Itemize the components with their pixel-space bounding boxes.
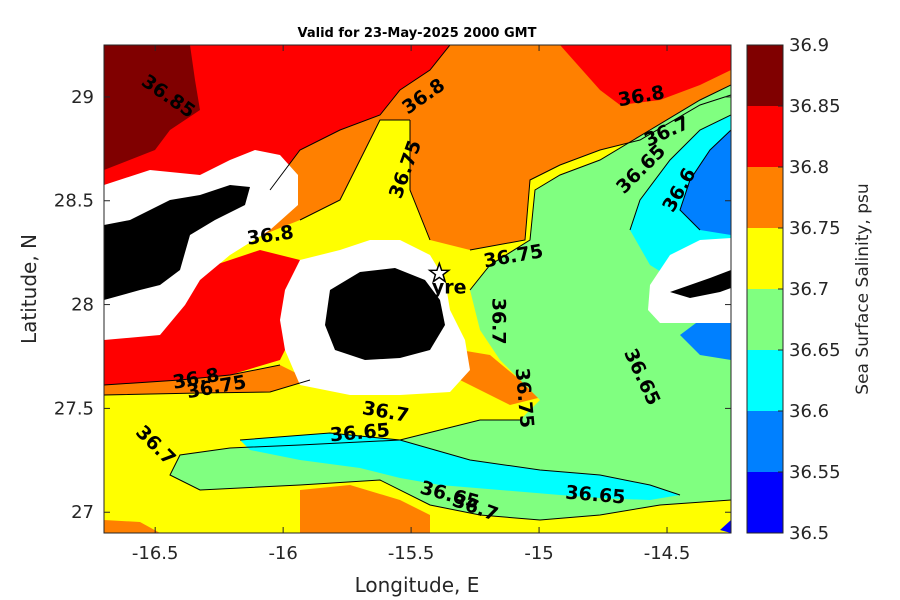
colorbar-segment (747, 472, 783, 533)
colorbar-segment (747, 45, 783, 106)
contour-line (104, 364, 281, 386)
region-36.75-36.8-west (104, 365, 310, 395)
y-tick-label: 28 (71, 295, 94, 316)
colorbar-tick-label: 36.6 (789, 401, 829, 422)
y-tick-label: 28.5 (54, 191, 94, 212)
y-tick-label: 29 (71, 87, 94, 108)
colorbar-segment (747, 350, 783, 411)
y-tick-label: 27.5 (54, 398, 94, 419)
colorbar-segment (747, 167, 783, 228)
colorbar-tick-label: 36.7 (789, 279, 829, 300)
station-label: yre (432, 276, 467, 298)
colorbar: 36.5 36.55 36.6 36.65 36.7 36.75 36.8 36.85 36.9 (746, 35, 841, 544)
chart-title: Valid for 23-May-2025 2000 GMT (298, 26, 537, 41)
y-axis-label: Latitude, N (17, 234, 41, 344)
contour-line (469, 94, 731, 251)
colorbar-tick-label: 36.9 (789, 35, 829, 56)
region-36.75-36.8-tongue (460, 350, 538, 405)
station-star-marker (427, 261, 451, 284)
contour-label: 36.7 (488, 298, 510, 345)
region-36.8-36.85-northeast (560, 45, 731, 105)
region-36.5-36.55-corner (720, 520, 731, 533)
colorbar-tick-label: 36.85 (789, 96, 841, 117)
colorbar-tick-label: 36.65 (789, 340, 841, 361)
y-tick-label: 27 (71, 502, 94, 523)
colorbar-segment (747, 289, 783, 350)
contour-line (299, 119, 410, 221)
contour-label: 36.65 (565, 482, 627, 509)
contour-line (629, 114, 731, 231)
colorbar-tick-label: 36.55 (789, 462, 841, 483)
contour-line (104, 379, 311, 396)
contour-line (409, 120, 431, 241)
x-tick-label: -14.5 (644, 543, 691, 564)
colorbar-segment (747, 106, 783, 167)
x-tick-label: -15.5 (388, 543, 435, 564)
contour-line (469, 84, 731, 291)
markers: yre (427, 261, 467, 298)
region-36.55-36.6-east (680, 130, 731, 235)
x-tick-label: -16.5 (132, 543, 179, 564)
land-mask-tenerife (104, 150, 298, 340)
region-36.65-36.7-east (170, 85, 731, 520)
x-tick-label: -15 (524, 543, 553, 564)
colorbar-tick-label: 36.8 (789, 157, 829, 178)
contour-line (169, 419, 731, 521)
x-axis-label: Longitude, E (355, 573, 480, 597)
land-fuerteventura (670, 270, 731, 298)
colorbar-segment (747, 411, 783, 472)
region-36.75-36.8-southwest (104, 520, 160, 533)
contour-line (239, 432, 681, 496)
contour-line (269, 45, 451, 191)
region-36.85-36.9 (104, 45, 200, 170)
contour-line (679, 129, 731, 231)
region-36.6-36.65-south (240, 433, 680, 500)
colorbar-label: Sea Surface Salinity, psu (853, 183, 873, 394)
colorbar-tick-label: 36.5 (789, 523, 829, 544)
x-tick-label: -16 (268, 543, 297, 564)
y-axis: 27 27.5 28 28.5 29 (54, 87, 731, 523)
contour-lines (104, 45, 731, 521)
region-36.55-36.6-southeast (680, 315, 731, 360)
region-36.75-36.8-south (300, 485, 430, 533)
plot-area (104, 45, 731, 533)
contour-label: 36.65 (329, 419, 391, 446)
plot-frame (103, 44, 732, 534)
x-axis: -16.5 -16 -15.5 -15 -14.5 (132, 45, 690, 564)
colorbar-segment (747, 228, 783, 289)
land-gran-canaria (325, 268, 445, 360)
colorbar-tick-label: 36.75 (789, 218, 841, 239)
land-tenerife (104, 185, 250, 300)
contour-label: 36.75 (511, 367, 538, 429)
land-mask-fuerteventura (648, 238, 731, 323)
